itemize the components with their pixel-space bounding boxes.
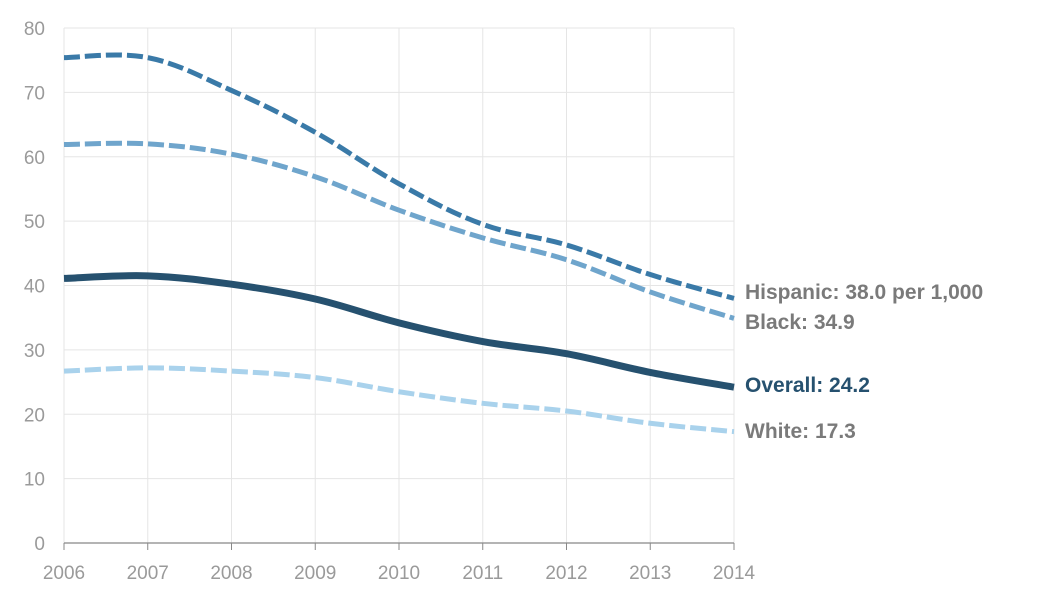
y-tick-label: 40 [24, 277, 45, 298]
series-label-black: Black: 34.9 [745, 311, 855, 334]
x-tick-label: 2014 [713, 563, 756, 584]
series-labels: Hispanic: 38.0 per 1,000 Black: 34.9 Overa… [745, 281, 983, 443]
axes: 0 10 20 30 40 50 60 70 80 2006 2007 2008 2009 2010 201… [24, 19, 756, 584]
series-lines [63, 52, 735, 435]
x-tick-label: 2013 [629, 563, 671, 584]
series-line-hispanic [63, 52, 735, 301]
y-tick-label: 60 [24, 148, 45, 169]
x-tick-label: 2010 [378, 563, 420, 584]
x-tick-label: 2009 [294, 563, 336, 584]
x-tick-label: 2008 [210, 563, 252, 584]
series-label-hispanic: Hispanic: 38.0 per 1,000 [745, 281, 983, 304]
y-tick-label: 70 [24, 83, 45, 104]
series-line-overall [63, 272, 735, 391]
series-label-overall: Overall: 24.2 [745, 374, 870, 397]
series-line-white [63, 365, 735, 435]
x-tick-label: 2011 [462, 563, 503, 584]
x-tick-label: 2012 [545, 563, 587, 584]
x-tick-label: 2007 [127, 563, 169, 584]
y-tick-label: 10 [24, 470, 45, 491]
y-tick-label: 80 [24, 19, 45, 40]
y-tick-label: 20 [24, 405, 45, 426]
series-line-black [63, 140, 735, 321]
y-tick-label: 0 [34, 534, 45, 555]
series-label-white: White: 17.3 [745, 420, 856, 443]
y-tick-label: 30 [24, 341, 45, 362]
grid [63, 27, 735, 543]
x-tick-label: 2006 [43, 563, 85, 584]
y-tick-label: 50 [24, 212, 45, 233]
